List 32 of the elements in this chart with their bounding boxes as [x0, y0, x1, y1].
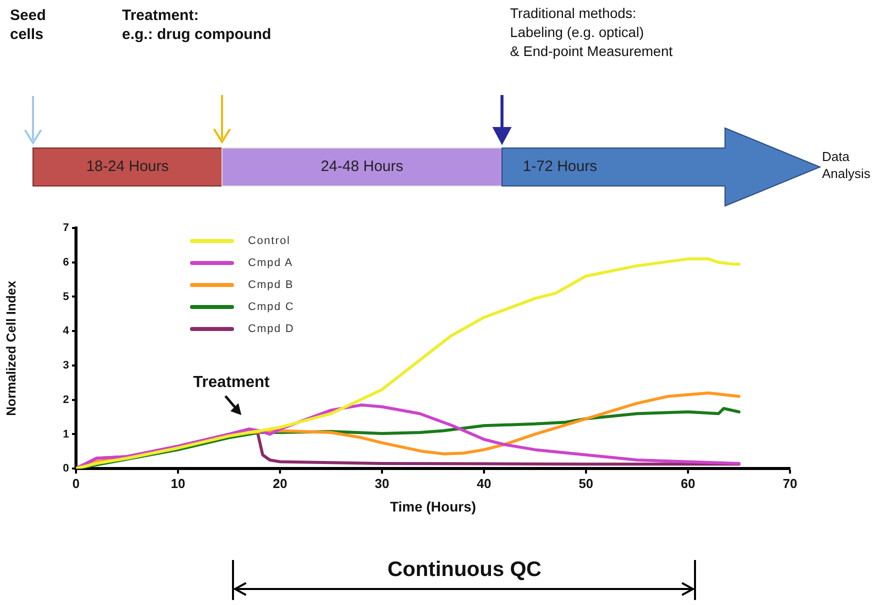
y-tick-label: 1 [62, 428, 69, 440]
x-tick-label: 70 [782, 476, 798, 491]
y-tick-label: 7 [62, 222, 69, 234]
text: Data Analysis [822, 148, 870, 182]
y-tick-label: 6 [62, 256, 69, 268]
y-tick-label: 3 [62, 360, 69, 372]
legend-label: Cmpd B [248, 279, 294, 291]
text: Traditional methods: Labeling (e.g. optical) & End-point Measurement [510, 4, 673, 61]
text: 18-24 Hours [33, 148, 222, 186]
text: Seed cells [10, 6, 46, 44]
y-axis-title: Normalized Cell Index [3, 280, 18, 416]
y-tick-label: 0 [62, 462, 69, 475]
x-tick-label: 30 [374, 476, 390, 491]
x-axis-title: Time (Hours) [390, 498, 476, 514]
x-tick-label: 10 [170, 476, 186, 491]
text: Treatment: e.g.: drug compound [122, 6, 272, 44]
text: 24-48 Hours [222, 148, 502, 186]
x-tick-label: 20 [272, 476, 288, 491]
y-tick-label: 2 [62, 394, 69, 406]
x-tick-label: 60 [680, 476, 696, 491]
y-tick-label: 4 [62, 325, 70, 338]
legend-label: Cmpd C [248, 301, 294, 313]
legend-label: Cmpd D [248, 323, 294, 335]
x-tick-label: 40 [476, 476, 492, 491]
annotation: Treatment [193, 374, 270, 392]
legend-label: Control [248, 235, 290, 247]
text: 1-72 Hours [522, 157, 598, 177]
x-tick-label: 50 [578, 476, 594, 491]
legend-label: Cmpd A [248, 257, 294, 269]
x-tick-label: 0 [72, 476, 80, 491]
y-tick-label: 5 [62, 290, 69, 303]
text: Continuous QC [386, 558, 542, 581]
